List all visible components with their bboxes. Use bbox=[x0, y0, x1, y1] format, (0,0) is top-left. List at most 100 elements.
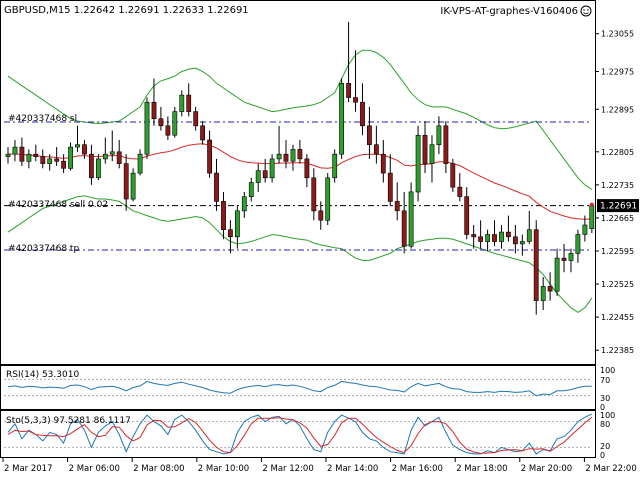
candle-body bbox=[304, 158, 310, 179]
candle-body bbox=[519, 241, 525, 245]
y-tick-label: 1.22595 bbox=[601, 247, 634, 256]
candle bbox=[318, 201, 324, 230]
y-tick-label: 1.22975 bbox=[601, 67, 634, 76]
candle bbox=[158, 106, 164, 131]
trade-levels bbox=[4, 121, 592, 251]
candle-body bbox=[290, 149, 296, 162]
candle-body bbox=[248, 182, 254, 197]
candle bbox=[193, 106, 199, 131]
stoch-level-80: 80 bbox=[600, 420, 610, 429]
candle bbox=[346, 21, 351, 103]
candle-body bbox=[401, 210, 407, 247]
candle-body bbox=[297, 149, 303, 160]
rsi-panel[interactable] bbox=[0, 365, 596, 410]
candle bbox=[394, 182, 400, 221]
candle bbox=[172, 106, 178, 138]
candle bbox=[373, 125, 379, 164]
candle bbox=[82, 139, 87, 159]
last-price-marker bbox=[589, 202, 594, 207]
candle-body bbox=[325, 177, 331, 221]
candle bbox=[415, 125, 421, 202]
candle-body bbox=[283, 153, 289, 162]
rsi-level-30: 30 bbox=[600, 394, 610, 403]
candle bbox=[297, 139, 303, 164]
candle bbox=[554, 248, 560, 296]
candle bbox=[255, 163, 261, 192]
candle bbox=[575, 229, 581, 263]
candle-body bbox=[19, 146, 25, 162]
candle bbox=[137, 149, 143, 176]
tp-level-label: #420337468 tp bbox=[8, 244, 79, 254]
stoch-level-0: 0 bbox=[600, 451, 605, 460]
candle-body bbox=[158, 118, 164, 127]
stoch-level-100: 100 bbox=[600, 411, 615, 420]
x-tick-label: 2 Mar 08:00 bbox=[133, 464, 184, 474]
rsi-line bbox=[7, 380, 592, 397]
bb-lower-line bbox=[7, 195, 593, 314]
indicator-name: IK-VPS-AT-graphes-V160406 bbox=[440, 6, 578, 17]
candle-body bbox=[5, 153, 11, 157]
symbol-info: GBPUSD,M15 1.22642 1.22691 1.22633 1.226… bbox=[4, 5, 249, 16]
candle-body bbox=[589, 205, 595, 230]
candle bbox=[179, 90, 185, 117]
y-tick-label: 1.23055 bbox=[601, 30, 634, 39]
current-price-tag: 1.22691 bbox=[597, 199, 639, 213]
candle bbox=[116, 139, 122, 169]
candle-body bbox=[207, 139, 212, 174]
candle bbox=[471, 225, 477, 249]
candle-body bbox=[61, 160, 66, 169]
x-tick-label: 2 Mar 12:00 bbox=[262, 464, 313, 474]
candle bbox=[526, 210, 532, 244]
main-panel[interactable] bbox=[0, 0, 596, 365]
candle-body bbox=[40, 156, 46, 164]
candle-body bbox=[366, 125, 372, 146]
y-tick-label: 1.22525 bbox=[601, 280, 634, 289]
stoch-panel[interactable] bbox=[0, 410, 596, 458]
candle-body bbox=[471, 234, 477, 238]
candle-body bbox=[554, 257, 560, 292]
candle-body bbox=[394, 201, 400, 212]
candle-body bbox=[429, 144, 435, 164]
bollinger-bands bbox=[7, 49, 593, 314]
smiley-icon[interactable] bbox=[580, 5, 592, 17]
candle bbox=[401, 191, 407, 254]
candle bbox=[123, 154, 129, 211]
x-tick-label: 2 Mar 06:00 bbox=[69, 464, 120, 474]
candle-body bbox=[422, 135, 428, 164]
x-tick-label: 2 Mar 16:00 bbox=[392, 464, 443, 474]
candle-body bbox=[82, 144, 87, 155]
candle-body bbox=[165, 125, 171, 136]
candle-body bbox=[200, 125, 205, 141]
candle bbox=[61, 154, 66, 174]
stoch-level-20: 20 bbox=[600, 442, 610, 451]
candle bbox=[360, 83, 365, 136]
candle-body bbox=[464, 196, 470, 235]
candle-body bbox=[221, 201, 226, 230]
y-tick-label: 1.22455 bbox=[601, 313, 634, 322]
candle-body bbox=[172, 111, 178, 136]
candle-body bbox=[505, 231, 511, 238]
candle-body bbox=[262, 170, 268, 179]
candle-body bbox=[373, 144, 379, 155]
candle bbox=[96, 154, 101, 181]
candle bbox=[26, 149, 32, 169]
candle bbox=[519, 234, 525, 256]
rsi-label: RSI(14) 53.3010 bbox=[6, 370, 79, 380]
x-tick-label: 2 Mar 22:00 bbox=[585, 464, 636, 474]
candle bbox=[228, 220, 233, 254]
candle bbox=[89, 144, 94, 185]
candle bbox=[339, 78, 344, 159]
candle-body bbox=[443, 125, 449, 164]
candle bbox=[47, 154, 53, 171]
stochastic-indicator bbox=[4, 413, 593, 455]
candle-body bbox=[492, 234, 497, 242]
candle bbox=[241, 191, 247, 218]
candle-body bbox=[255, 170, 261, 183]
candle-body bbox=[561, 257, 567, 261]
candle-body bbox=[214, 172, 219, 202]
stoch-signal-line bbox=[7, 416, 593, 454]
candle-body bbox=[478, 236, 483, 242]
candle bbox=[429, 135, 435, 183]
bb-upper-line bbox=[7, 49, 593, 191]
candle-body bbox=[144, 101, 150, 155]
